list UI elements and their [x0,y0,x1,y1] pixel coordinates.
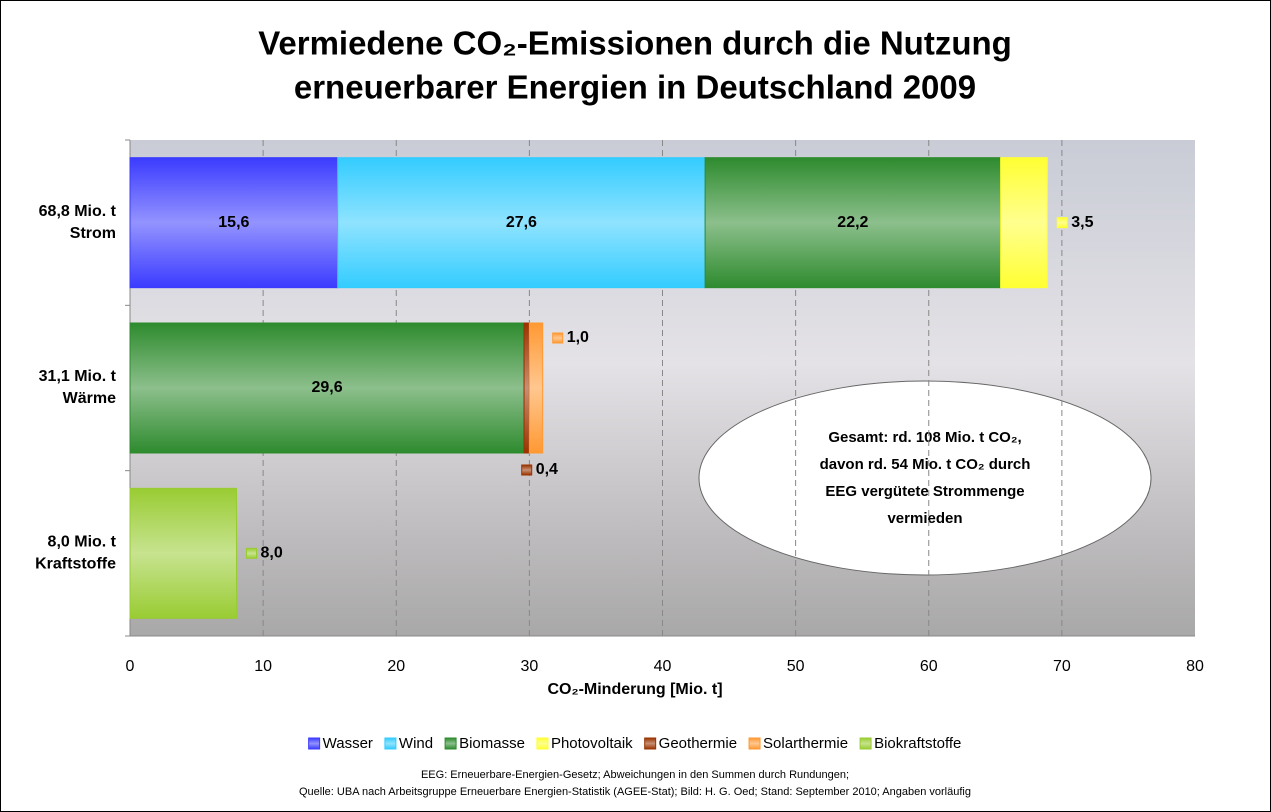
data-label: 0,4 [536,461,558,478]
data-label: 8,0 [261,545,283,562]
annotation: davon rd. 54 Mio. t CO₂ durch [820,456,1031,473]
chart-title: erneuerbarer Energien in Deutschland 200… [294,69,976,106]
category-label: Strom [70,225,116,242]
chart-title: Vermiedene CO₂-Emissionen durch die Nutz… [258,25,1012,62]
category-total: 8,0 Mio. t [48,534,117,551]
x-tick-label: 60 [920,658,938,675]
category-label: Wärme [63,390,116,407]
annotation-bubble [699,381,1151,575]
x-tick-label: 80 [1186,658,1204,675]
legend-label: Wind [399,735,433,752]
legend-swatch [860,738,871,749]
annotation: Gesamt: rd. 108 Mio. t CO₂, [828,429,1021,446]
x-tick-label: 50 [787,658,805,675]
x-tick-label: 70 [1053,658,1071,675]
legend-swatch [309,738,320,749]
x-tick-label: 0 [126,658,135,675]
footnote: EEG: Erneuerbare-Energien-Gesetz; Abweic… [421,769,849,781]
data-label: 1,0 [567,329,589,346]
data-label: 27,6 [506,214,537,231]
label-swatch [247,548,257,558]
category-label: Kraftstoffe [35,556,116,573]
label-swatch [522,465,532,475]
legend-swatch [749,738,760,749]
legend-label: Photovoltaik [551,735,633,752]
x-axis-label: CO₂-Minderung [Mio. t] [547,681,722,698]
data-label: 15,6 [218,214,249,231]
label-swatch [553,333,563,343]
legend-label: Wasser [323,735,373,752]
bar-segment [524,323,529,453]
x-tick-label: 10 [254,658,272,675]
annotation: EEG vergütete Strommenge [825,483,1024,500]
legend-label: Biokraftstoffe [874,735,961,752]
data-label: 3,5 [1071,214,1093,231]
category-total: 31,1 Mio. t [39,368,117,385]
label-swatch [1057,218,1067,228]
legend-label: Biomasse [459,735,525,752]
x-tick-label: 20 [387,658,405,675]
legend-label: Solarthermie [763,735,848,752]
legend-swatch [537,738,548,749]
bar-segment [1001,158,1048,288]
chart: Vermiedene CO₂-Emissionen durch die Nutz… [0,0,1271,812]
legend-swatch [385,738,396,749]
legend-label: Geothermie [659,735,737,752]
bar-segment [529,323,542,453]
data-label: 22,2 [837,214,868,231]
legend-swatch [445,738,456,749]
footnote: Quelle: UBA nach Arbeitsgruppe Erneuerba… [299,786,971,798]
annotation: vermieden [887,510,962,527]
category-total: 68,8 Mio. t [39,203,117,220]
bar-segment [130,488,237,618]
x-tick-label: 40 [654,658,672,675]
data-label: 29,6 [311,379,342,396]
x-tick-label: 30 [520,658,538,675]
legend-swatch [645,738,656,749]
